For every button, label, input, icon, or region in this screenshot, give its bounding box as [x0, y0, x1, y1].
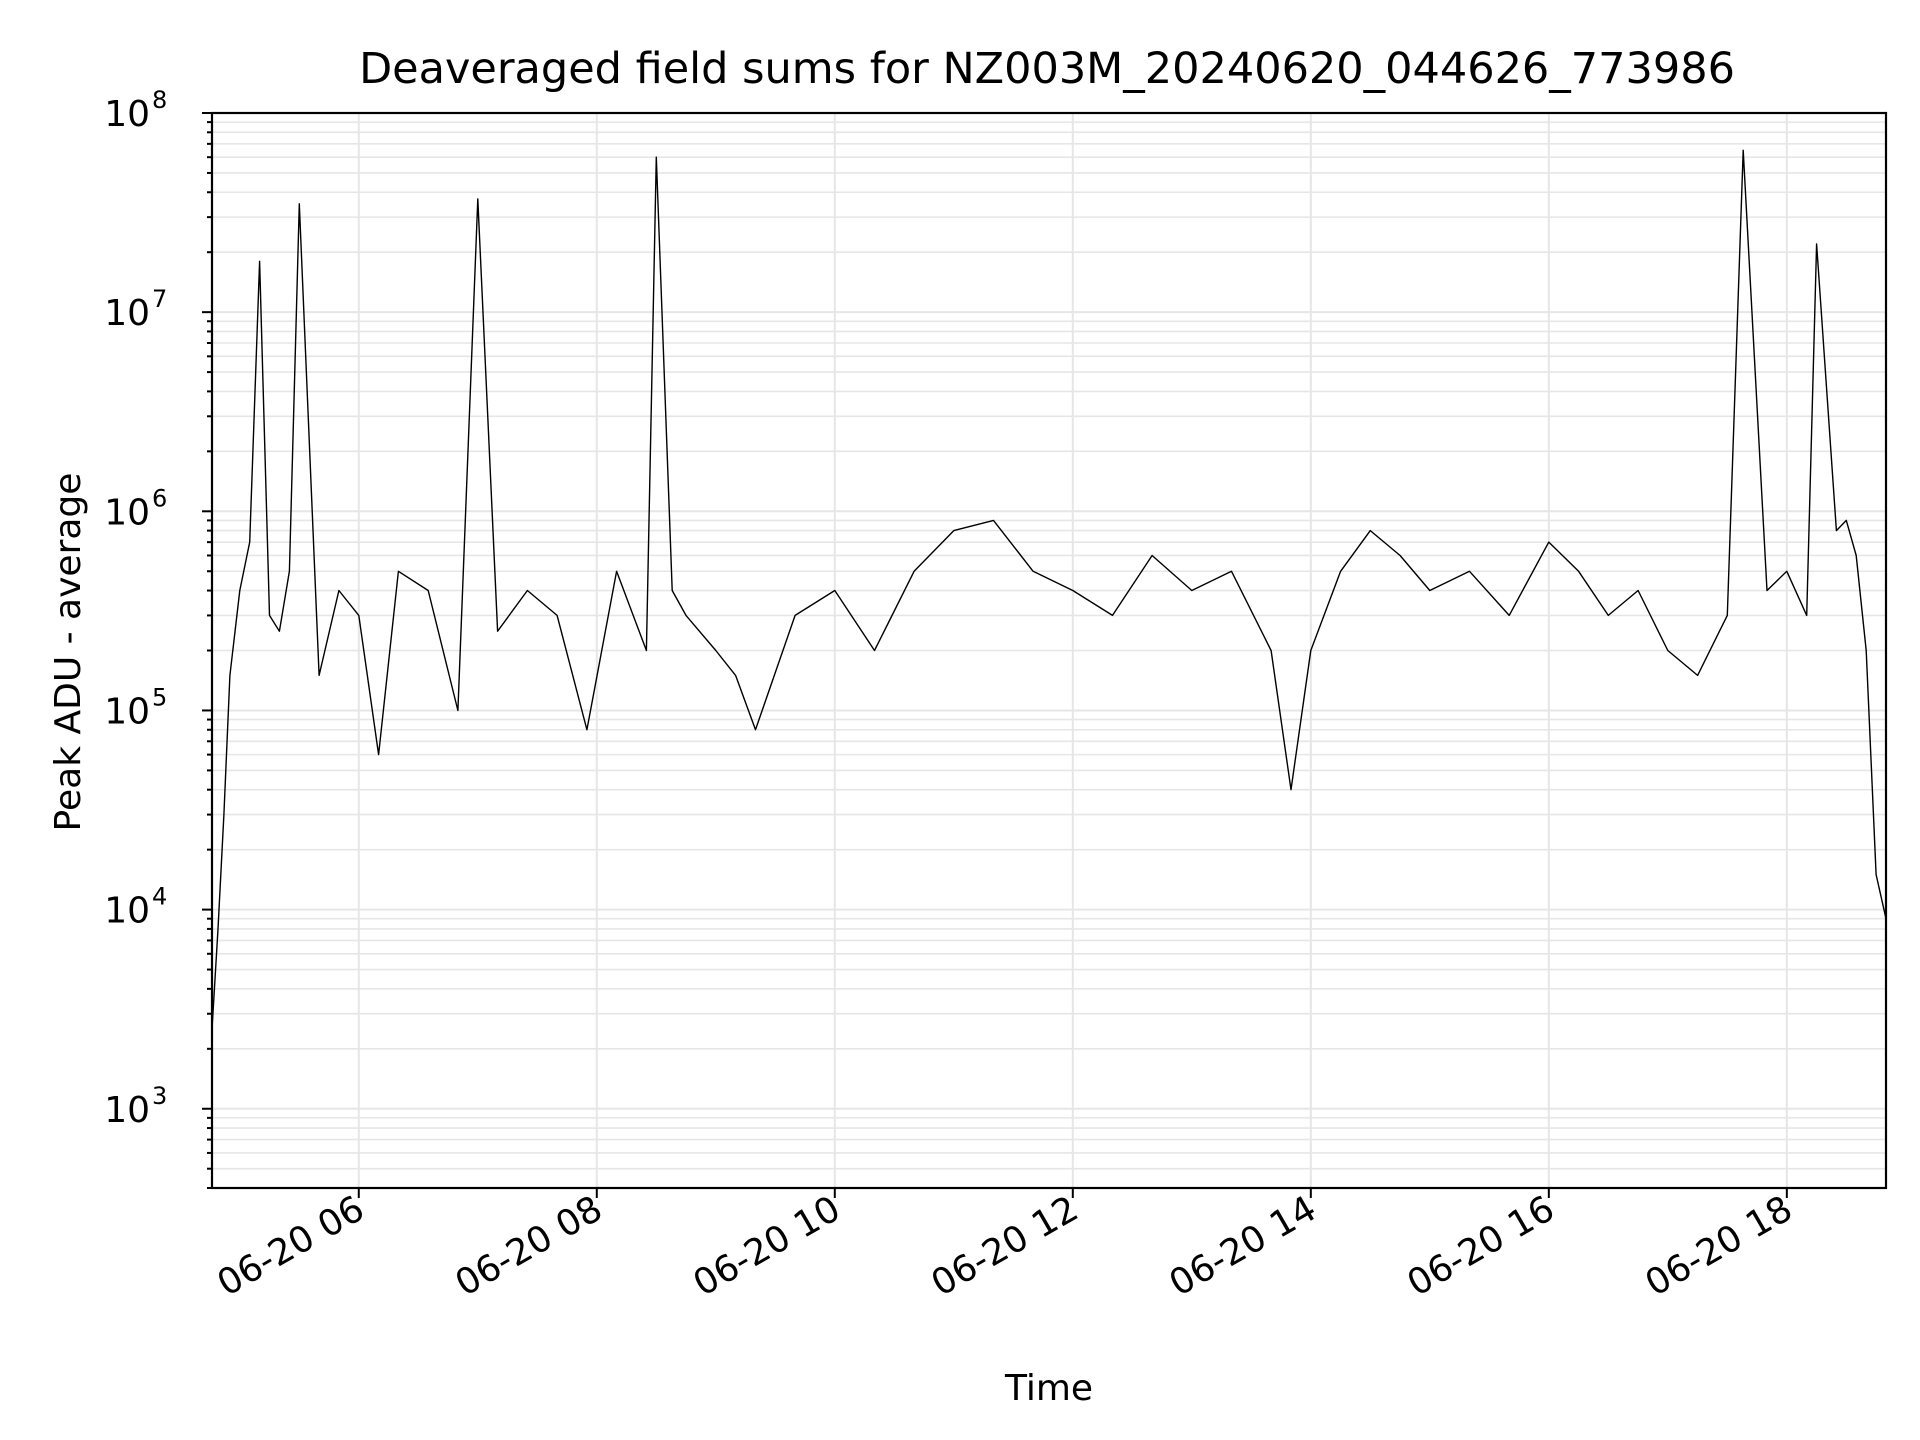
- y-tick-label: 10: [104, 94, 150, 135]
- y-tick-label-exponent: 7: [152, 285, 167, 313]
- series-line: [211, 149, 1887, 1030]
- y-tick-label-exponent: 6: [152, 484, 167, 512]
- y-tick-label: 10: [104, 691, 150, 732]
- y-tick-label: 10: [104, 492, 150, 533]
- y-axis-label: Peak ADU - average: [48, 473, 89, 832]
- x-axis-label: Time: [1004, 1368, 1093, 1409]
- y-tick-label-exponent: 3: [152, 1082, 167, 1110]
- grid-layer: [212, 112, 1886, 1189]
- y-tick-label: 10: [104, 891, 150, 932]
- chart-title: Deaveraged field sums for NZ003M_2024062…: [359, 44, 1735, 94]
- y-tick-label-exponent: 8: [152, 86, 167, 114]
- y-tick-label-exponent: 5: [152, 683, 167, 711]
- y-tick-label: 10: [104, 293, 150, 334]
- y-tick-label-exponent: 4: [152, 883, 167, 911]
- y-tick-label: 10: [104, 1090, 150, 1131]
